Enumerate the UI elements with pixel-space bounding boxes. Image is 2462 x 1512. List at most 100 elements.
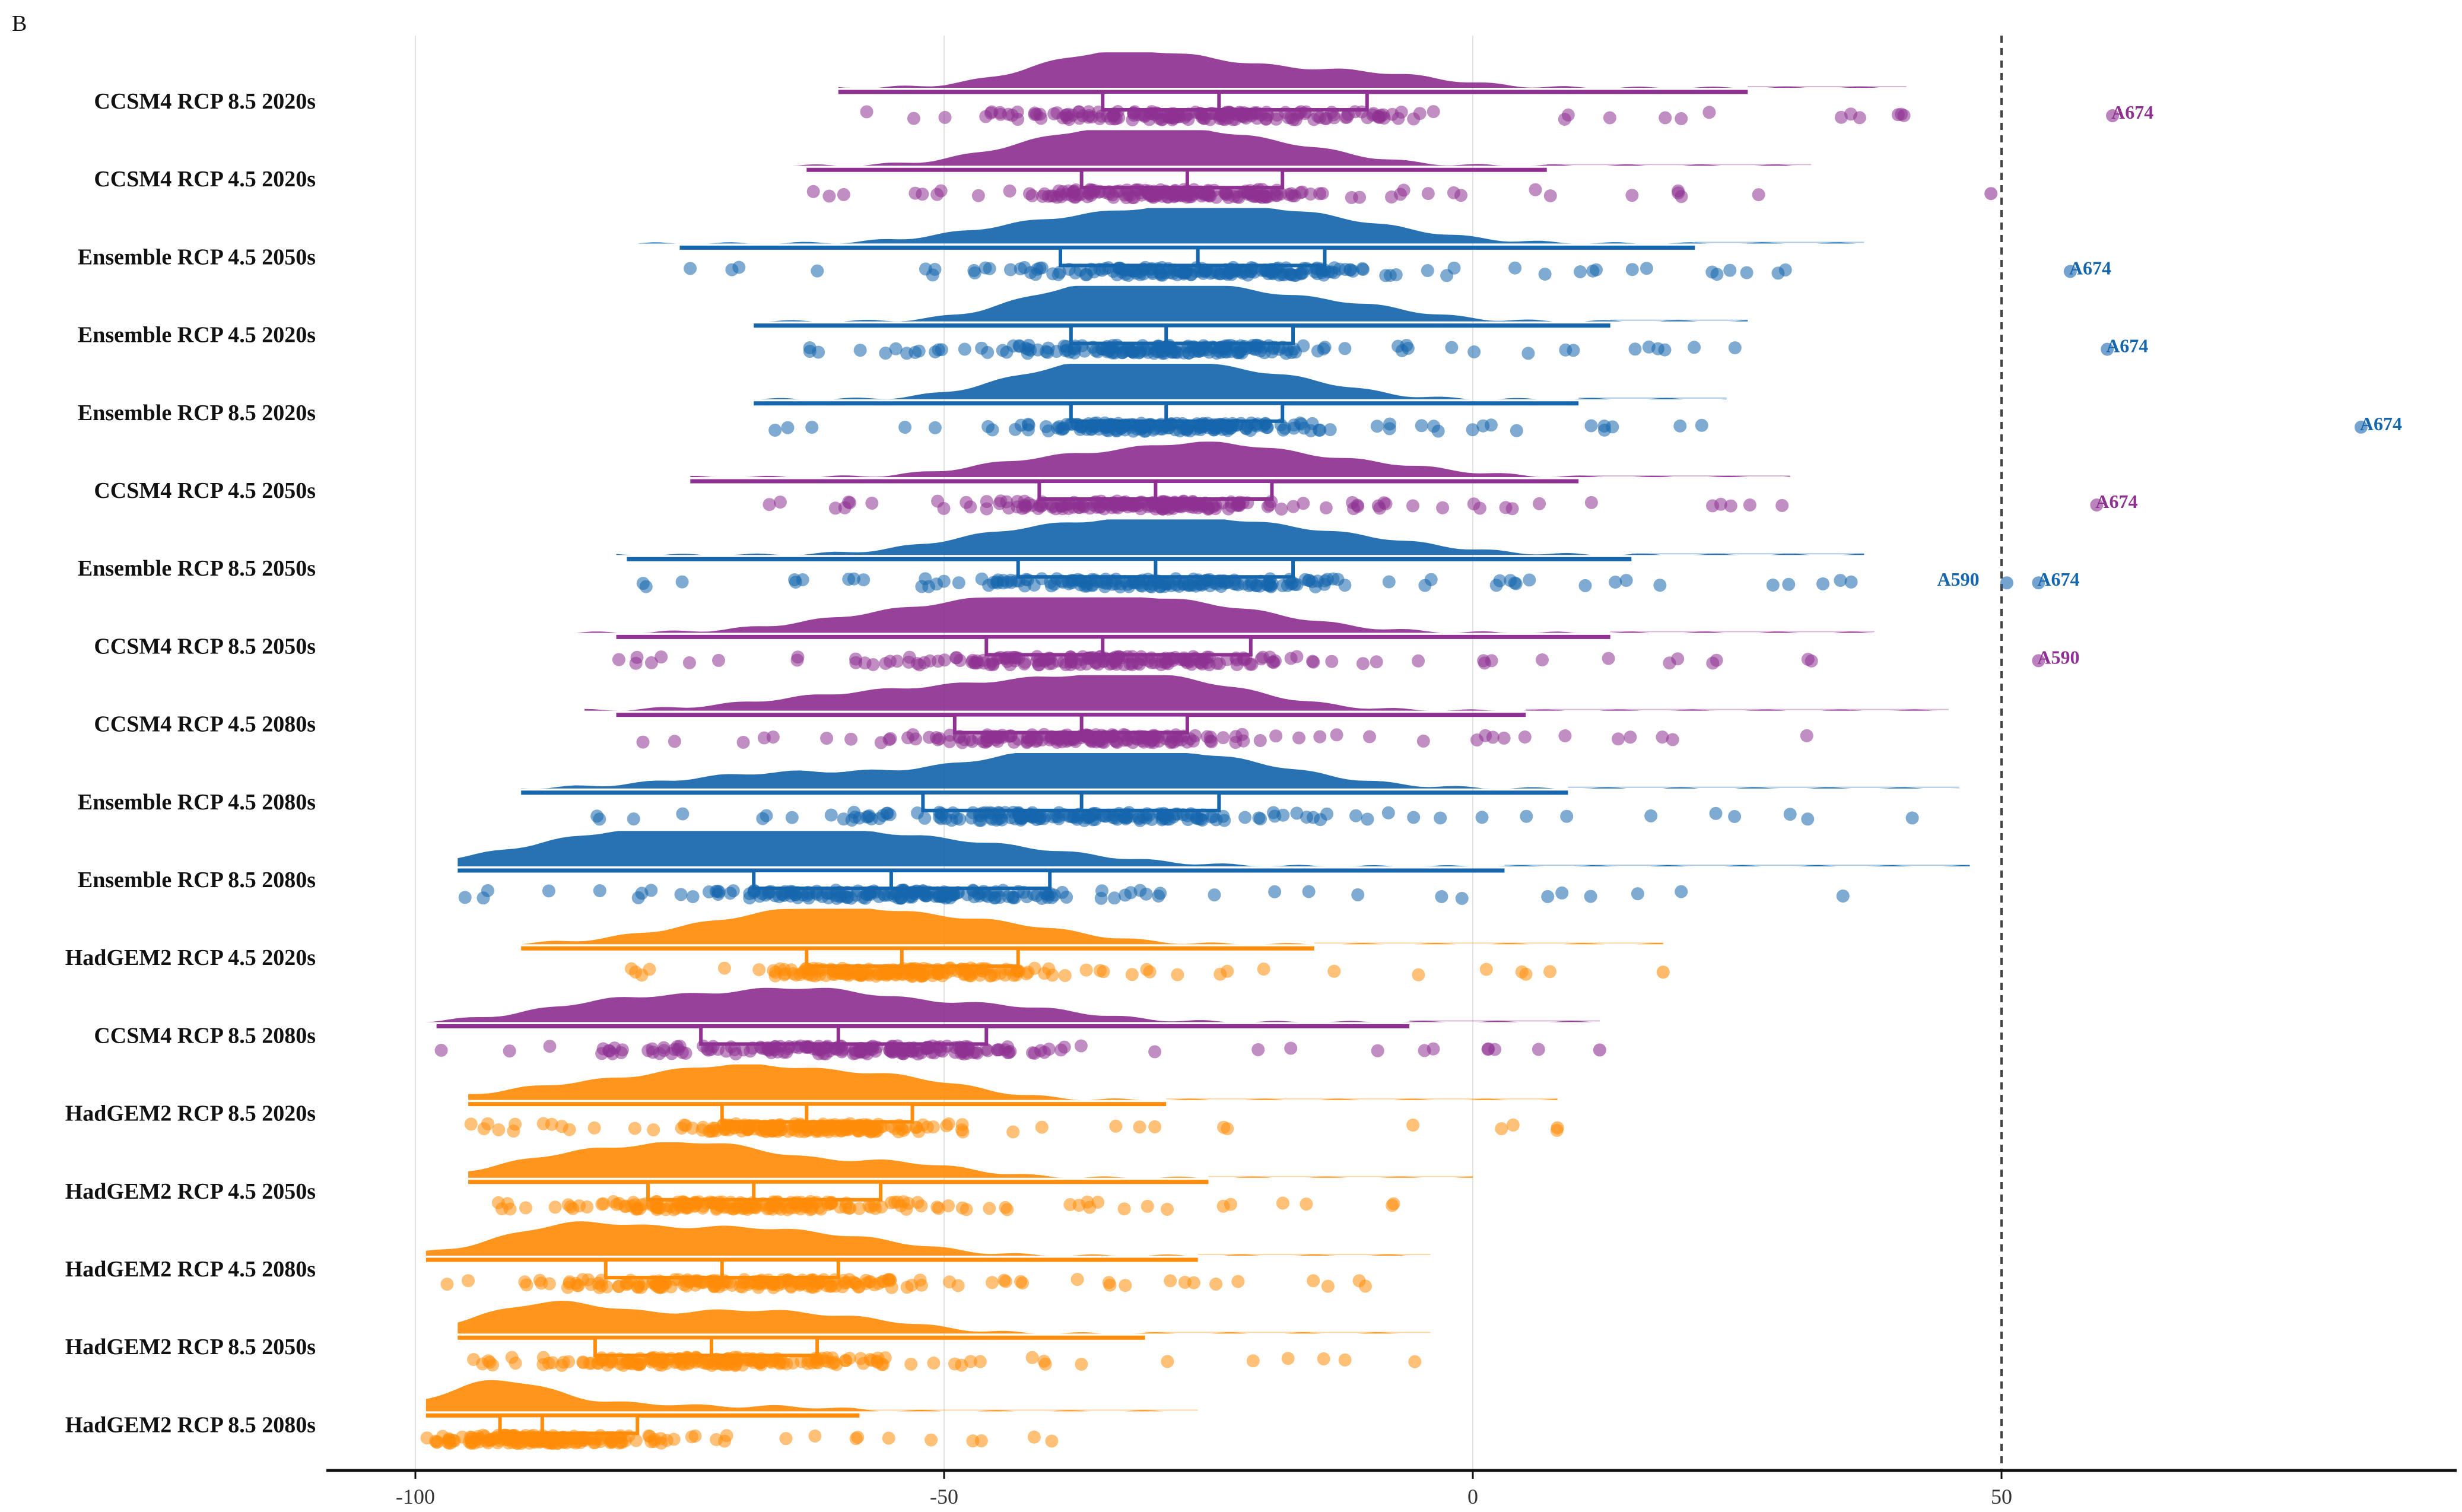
data-point [1743, 498, 1756, 512]
data-point [712, 653, 725, 667]
data-point [590, 809, 604, 823]
data-point [1386, 1199, 1399, 1212]
density-cloud [605, 208, 1864, 244]
data-point [840, 885, 854, 899]
data-point [1183, 579, 1197, 592]
data-point [748, 1275, 761, 1288]
data-point [1319, 501, 1333, 514]
data-point [1268, 885, 1282, 898]
row-label: HadGEM2 RCP 8.5 2050s [65, 1335, 316, 1359]
data-point [518, 1275, 532, 1289]
data-point [1125, 968, 1139, 981]
data-point [543, 1040, 557, 1053]
data-point [1269, 729, 1283, 743]
density-cloud [425, 1380, 1198, 1412]
data-point [791, 886, 805, 900]
data-point [1037, 654, 1050, 667]
data-point [1164, 417, 1177, 431]
data-point [1229, 736, 1243, 749]
x-axis: -100 -50 0 50 [326, 1469, 2457, 1508]
data-point [857, 1357, 870, 1370]
data-point [897, 884, 911, 898]
row-hadgem2-rcp-8-5-2020s [464, 1064, 1564, 1139]
data-point [1353, 190, 1367, 204]
data-point [970, 1046, 984, 1060]
data-point [953, 729, 967, 743]
data-point [1709, 806, 1723, 820]
data-point [1844, 107, 1857, 121]
data-point [1056, 111, 1070, 125]
data-point [1506, 1118, 1520, 1132]
data-point [1161, 1355, 1174, 1368]
panel-label: B [12, 11, 27, 36]
data-point [1325, 655, 1339, 668]
data-point [606, 1195, 620, 1208]
data-point [1141, 1199, 1154, 1213]
row-label: Ensemble RCP 8.5 2020s [78, 401, 316, 425]
data-point [1307, 811, 1320, 824]
data-point [1584, 890, 1597, 903]
data-point [503, 1044, 516, 1058]
data-point [1089, 735, 1103, 749]
data-point [1373, 110, 1387, 124]
data-point [964, 500, 977, 514]
iqr-box [593, 1336, 819, 1358]
data-point [644, 656, 658, 669]
data-point [1275, 502, 1288, 516]
data-point [1239, 185, 1253, 198]
data-point [1193, 656, 1207, 669]
data-point [1014, 418, 1028, 432]
density-cloud [616, 519, 1864, 555]
data-point [1395, 344, 1409, 357]
data-point [1644, 809, 1658, 822]
data-point [692, 1195, 706, 1209]
data-point [926, 1120, 940, 1134]
data-point [1586, 264, 1600, 278]
data-point [1560, 809, 1574, 823]
data-point [1361, 812, 1374, 826]
data-point [1532, 1043, 1545, 1056]
data-point [1624, 730, 1637, 744]
data-point [1567, 344, 1580, 357]
outlier-point [2032, 576, 2045, 590]
data-point [1221, 1122, 1234, 1136]
data-point [464, 1117, 478, 1131]
data-point [956, 1044, 970, 1058]
row-ensemble-rcp-8-5-2020s: A674 [754, 364, 2402, 438]
row-label: HadGEM2 RCP 4.5 2080s [65, 1257, 316, 1282]
data-point [1060, 731, 1074, 745]
data-point [892, 1125, 906, 1139]
data-point [1555, 886, 1569, 900]
data-point [1281, 579, 1294, 592]
data-point [1196, 344, 1210, 357]
data-point [1454, 189, 1467, 202]
data-point [744, 1044, 757, 1058]
data-point [979, 735, 992, 749]
row-label: Ensemble RCP 8.5 2050s [78, 556, 316, 581]
data-point [1338, 1353, 1352, 1367]
data-point [1006, 1125, 1020, 1139]
data-point [1196, 814, 1209, 827]
data-point [986, 423, 999, 437]
outlier-annotation: A674 [2360, 413, 2402, 434]
data-point [805, 1280, 818, 1294]
data-point [808, 1430, 822, 1443]
row-ensemble-rcp-8-5-2050s: A590 A674 [616, 519, 2079, 594]
data-point [1244, 261, 1258, 274]
data-point [833, 1040, 846, 1053]
data-point [829, 1120, 843, 1133]
data-point [1371, 1044, 1384, 1057]
data-point [1035, 498, 1049, 512]
data-point [1130, 732, 1144, 746]
data-point [1574, 265, 1587, 278]
density-cloud [521, 753, 1959, 789]
iqr-box [1101, 90, 1369, 112]
data-point [767, 1276, 781, 1290]
data-point [1060, 418, 1073, 431]
data-point [927, 1357, 941, 1370]
data-point [592, 1276, 605, 1290]
data-point [1320, 573, 1334, 586]
data-point [865, 496, 879, 510]
data-point [1710, 653, 1723, 667]
data-point [975, 572, 989, 586]
